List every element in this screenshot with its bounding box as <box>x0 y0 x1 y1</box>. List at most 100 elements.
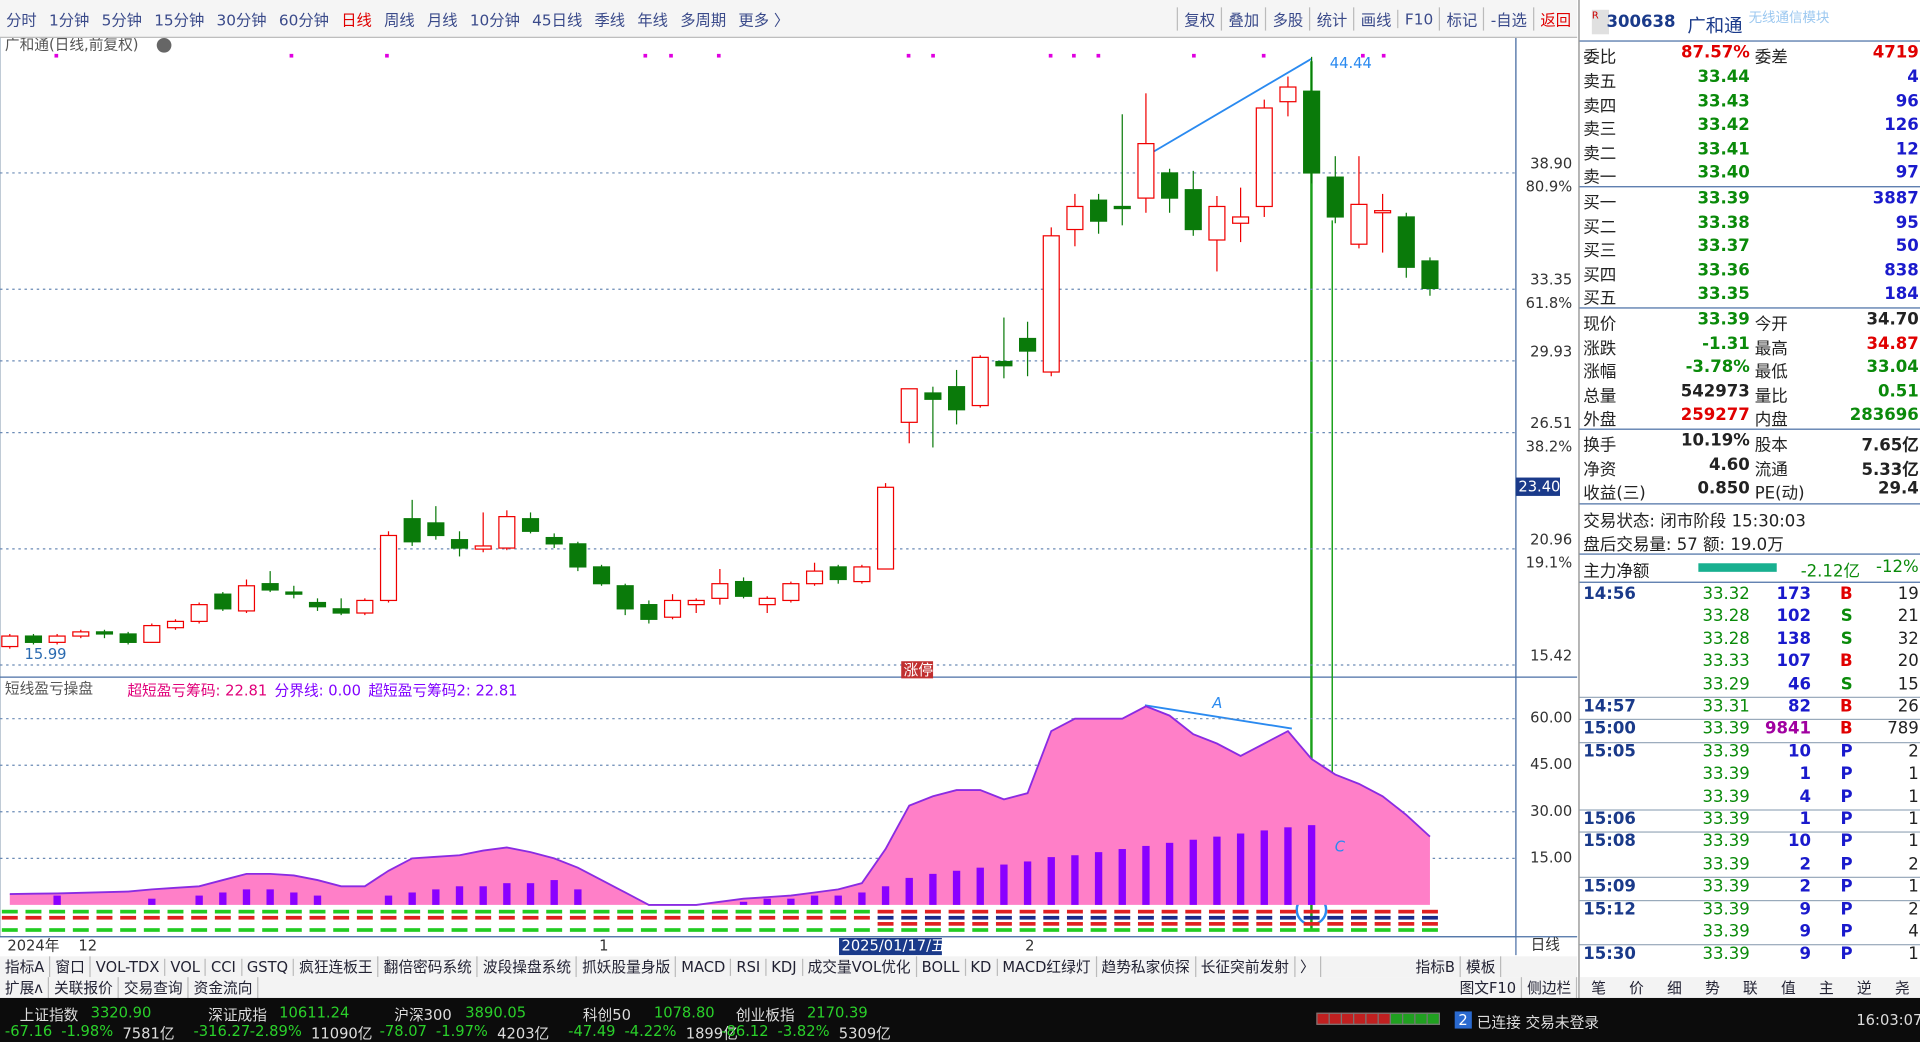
signal-dot <box>1192 53 1196 58</box>
quote-text: 33.41 <box>1697 138 1750 159</box>
quote-text: 33.32 <box>1702 584 1750 604</box>
period-button[interactable]: 10分钟 <box>469 10 520 29</box>
toolbar-button[interactable]: 多股 <box>1265 7 1309 31</box>
period-button[interactable]: 30分钟 <box>216 10 267 29</box>
quote-text: 300638 <box>1606 12 1676 32</box>
quote-text: 净资 <box>1583 459 1617 480</box>
quote-text: 卖五 <box>1583 72 1617 92</box>
period-button[interactable]: 更多 〉 <box>738 10 790 29</box>
period-button[interactable]: 45日线 <box>532 10 583 29</box>
period-button[interactable]: 5分钟 <box>101 10 142 29</box>
tab[interactable]: RSI <box>731 958 767 976</box>
toolbar-button[interactable]: F10 <box>1397 9 1440 29</box>
tab[interactable]: 疯狂连板王 <box>294 956 379 978</box>
indicator-bar <box>1047 857 1055 905</box>
tab[interactable]: 指标A <box>0 956 51 978</box>
tab[interactable]: MACD红绿灯 <box>997 956 1097 978</box>
tab[interactable]: 指标B <box>1411 956 1462 978</box>
tab[interactable]: MACD <box>676 958 732 976</box>
toolbar-button[interactable]: 统计 <box>1309 7 1353 31</box>
tab[interactable]: 翻倍密码系统 <box>379 956 478 978</box>
quote-text: 15:06 <box>1583 809 1636 829</box>
signal-strip <box>830 922 847 926</box>
toolbar-button[interactable]: 标记 <box>1439 7 1483 31</box>
panel-tab[interactable]: 尧 <box>1894 979 1910 997</box>
panel-tab[interactable]: 值 <box>1781 979 1796 997</box>
tab[interactable]: KDJ <box>766 958 803 976</box>
period-button[interactable]: 分时 <box>6 10 37 29</box>
toolbar-button[interactable]: 返回 <box>1533 7 1577 31</box>
panel-tab[interactable]: 势 <box>1705 979 1720 997</box>
signal-strip <box>120 915 137 920</box>
panel-tab[interactable]: 逆 <box>1856 979 1872 997</box>
tab[interactable]: BOLL <box>917 958 966 976</box>
tab[interactable]: 波段操盘系统 <box>478 956 578 978</box>
signal-strip <box>972 909 989 914</box>
tab[interactable]: 窗口 <box>50 956 91 978</box>
candle-body <box>711 583 729 599</box>
tab[interactable]: 扩展ʌ <box>0 977 50 998</box>
panel-tab[interactable]: 笔 <box>1591 979 1606 997</box>
period-button[interactable]: 15分钟 <box>154 10 205 29</box>
toolbar-button[interactable]: 叠加 <box>1221 7 1265 31</box>
tab[interactable]: 资金流向 <box>189 977 259 998</box>
signal-dot <box>1072 53 1076 58</box>
tab[interactable]: 图文F10 <box>1455 977 1523 998</box>
period-button[interactable]: 季线 <box>594 10 626 29</box>
tab[interactable]: VOL-TDX <box>91 958 166 976</box>
period-button[interactable]: 多周期 <box>680 10 727 29</box>
quote-text: 10.19% <box>1680 431 1750 451</box>
period-button[interactable]: 1分钟 <box>48 10 90 29</box>
signal-strip <box>1232 922 1249 926</box>
tab[interactable]: 〉 <box>1295 956 1321 978</box>
period-button[interactable]: 年线 <box>637 10 668 29</box>
tab[interactable]: 成交量VOL优化 <box>803 956 917 978</box>
tab[interactable]: GSTQ <box>242 958 295 976</box>
signal-strip <box>49 928 66 932</box>
signal-strip <box>427 922 444 926</box>
toolbar-button[interactable]: -自选 <box>1483 7 1533 31</box>
tab[interactable]: 关联报价 <box>49 977 119 998</box>
tab[interactable]: 交易查询 <box>119 977 189 998</box>
indicator-bar <box>1213 836 1221 905</box>
candle-body <box>1019 337 1037 352</box>
panel-tab[interactable]: 主 <box>1818 979 1834 997</box>
tab[interactable]: 趋势私家侦探 <box>1097 956 1196 978</box>
period-button[interactable]: 周线 <box>384 10 415 29</box>
signal-strip <box>25 909 42 914</box>
tab[interactable]: 长征突前发射 <box>1196 956 1296 978</box>
quote-text: P <box>1840 764 1853 784</box>
signal-strip <box>309 922 326 926</box>
toolbar-button[interactable]: 复权 <box>1177 7 1221 31</box>
index-amount: 7581亿 <box>122 1024 175 1042</box>
period-button[interactable]: 月线 <box>426 10 458 29</box>
tab[interactable]: CCI <box>206 958 242 976</box>
tab[interactable]: 侧边栏 <box>1522 977 1578 998</box>
panel-tab[interactable]: 价 <box>1629 979 1644 997</box>
signal-strip <box>96 915 113 920</box>
signal-strip <box>1398 909 1415 914</box>
tab[interactable]: 模板 <box>1461 956 1502 978</box>
candle-body <box>285 591 303 595</box>
chart-title: 广和通(日线,前复权) <box>5 35 139 53</box>
quote-text: 97 <box>1895 162 1919 183</box>
tab[interactable]: KD <box>966 958 998 976</box>
panel-tab[interactable]: 联 <box>1743 979 1758 997</box>
separator <box>1579 899 1920 901</box>
high-label: 44.44 <box>1330 55 1372 72</box>
x-tick-label: 2025/01/17/五 <box>841 938 945 955</box>
tab[interactable]: VOL <box>166 958 207 976</box>
title-menu[interactable] <box>156 37 172 53</box>
quote-text: 789 <box>1887 719 1919 739</box>
toolbar-button[interactable]: 画线 <box>1353 7 1397 31</box>
indicator-bar <box>266 889 274 905</box>
tab[interactable]: 抓妖股量身版 <box>577 956 677 978</box>
period-button[interactable]: 日线 <box>341 10 372 29</box>
extra-tabs-right: 图文F10 侧边栏 <box>1455 977 1578 998</box>
panel-tab[interactable]: 细 <box>1667 979 1682 997</box>
signal-strip <box>593 928 610 932</box>
period-button[interactable]: 60分钟 <box>278 10 329 29</box>
y-tick-label: 29.93 <box>1530 343 1572 360</box>
y-tick-label: 20.96 <box>1530 531 1572 548</box>
